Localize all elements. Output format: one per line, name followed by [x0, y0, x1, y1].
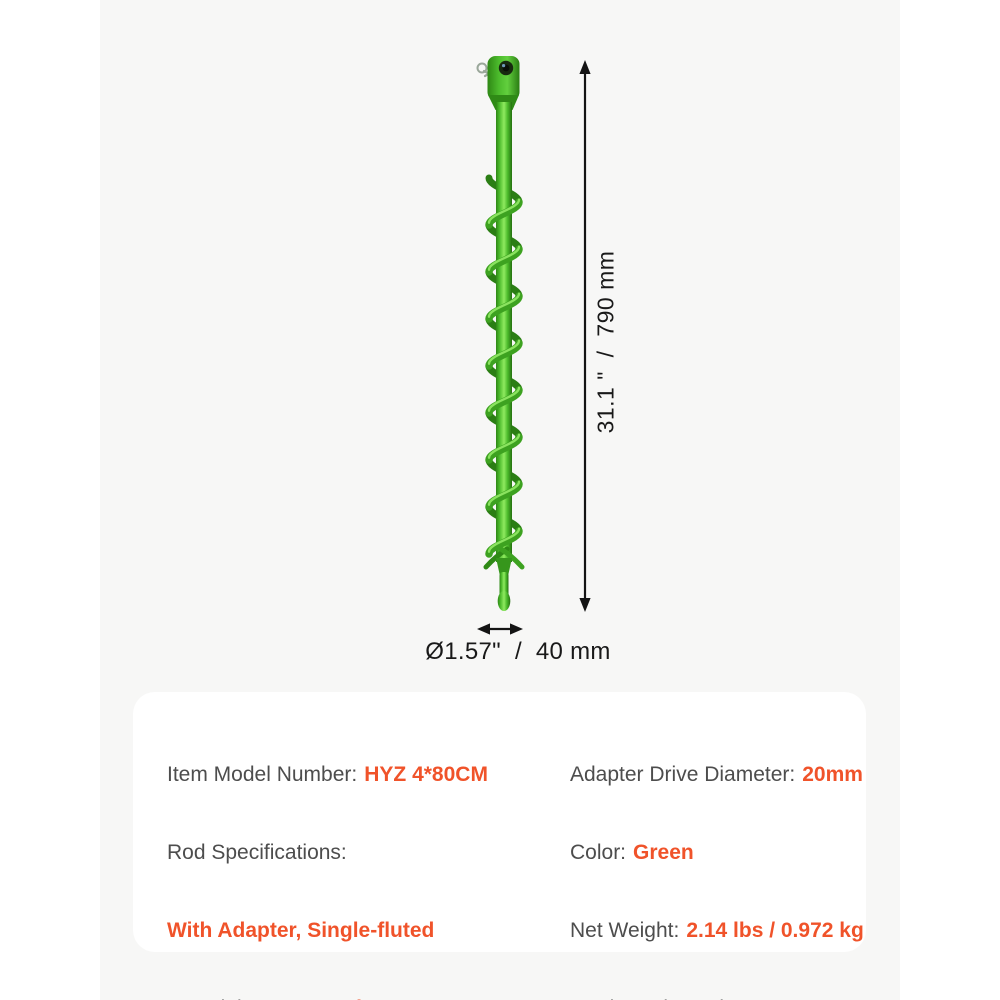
spec-value: 2.14 lbs / 0.972 kg: [686, 919, 864, 942]
spec-rod-specifications-value: With Adapter, Single-fluted: [167, 910, 567, 952]
spec-column-right: Adapter Drive Diameter: 20mm Color: Green …: [570, 718, 867, 1000]
spec-item-model-number: Item Model Number: HYZ 4*80CM: [167, 754, 567, 796]
spec-color: Color: Green: [570, 832, 867, 874]
auger-tip: [483, 546, 525, 611]
spec-value: Q235 Steel: [255, 997, 362, 1000]
spec-label: Material:: [167, 997, 248, 1000]
spec-value: 20mm: [802, 763, 863, 786]
spec-product-dimensions: Product Dimensions:: [570, 988, 867, 1000]
diameter-dimension-arrow-icon: [477, 623, 523, 635]
spec-column-left: Item Model Number: HYZ 4*80CM Rod Specifi…: [167, 718, 567, 1000]
spec-material: Material: Q235 Steel: [167, 988, 567, 1000]
spec-value: Green: [633, 841, 694, 864]
spec-label: Product Dimensions:: [570, 997, 764, 1000]
auger-flute-front: [485, 198, 523, 558]
diameter-dimension-label: Ø1.57" / 40 mm: [425, 638, 611, 665]
spec-value: With Adapter, Single-fluted: [167, 919, 435, 942]
auger-adapter: [476, 56, 520, 110]
spec-label: Adapter Drive Diameter:: [570, 763, 796, 786]
length-dimension-arrow-icon: [579, 60, 591, 612]
spec-label: Rod Specifications:: [167, 841, 347, 864]
spec-label: Item Model Number:: [167, 763, 358, 786]
cotter-pin-icon: [476, 62, 488, 74]
spec-adapter-drive-diameter: Adapter Drive Diameter: 20mm: [570, 754, 867, 796]
spec-panel: Item Model Number: HYZ 4*80CM Rod Specifi…: [133, 692, 866, 1000]
spec-label: Net Weight:: [570, 919, 680, 942]
spec-label: Color:: [570, 841, 627, 864]
spec-rod-specifications: Rod Specifications:: [167, 832, 567, 874]
length-dimension-label: 31.1 " / 790 mm: [592, 250, 619, 434]
spec-net-weight: Net Weight: 2.14 lbs / 0.972 kg: [570, 910, 867, 952]
spec-value: HYZ 4*80CM: [364, 763, 488, 786]
